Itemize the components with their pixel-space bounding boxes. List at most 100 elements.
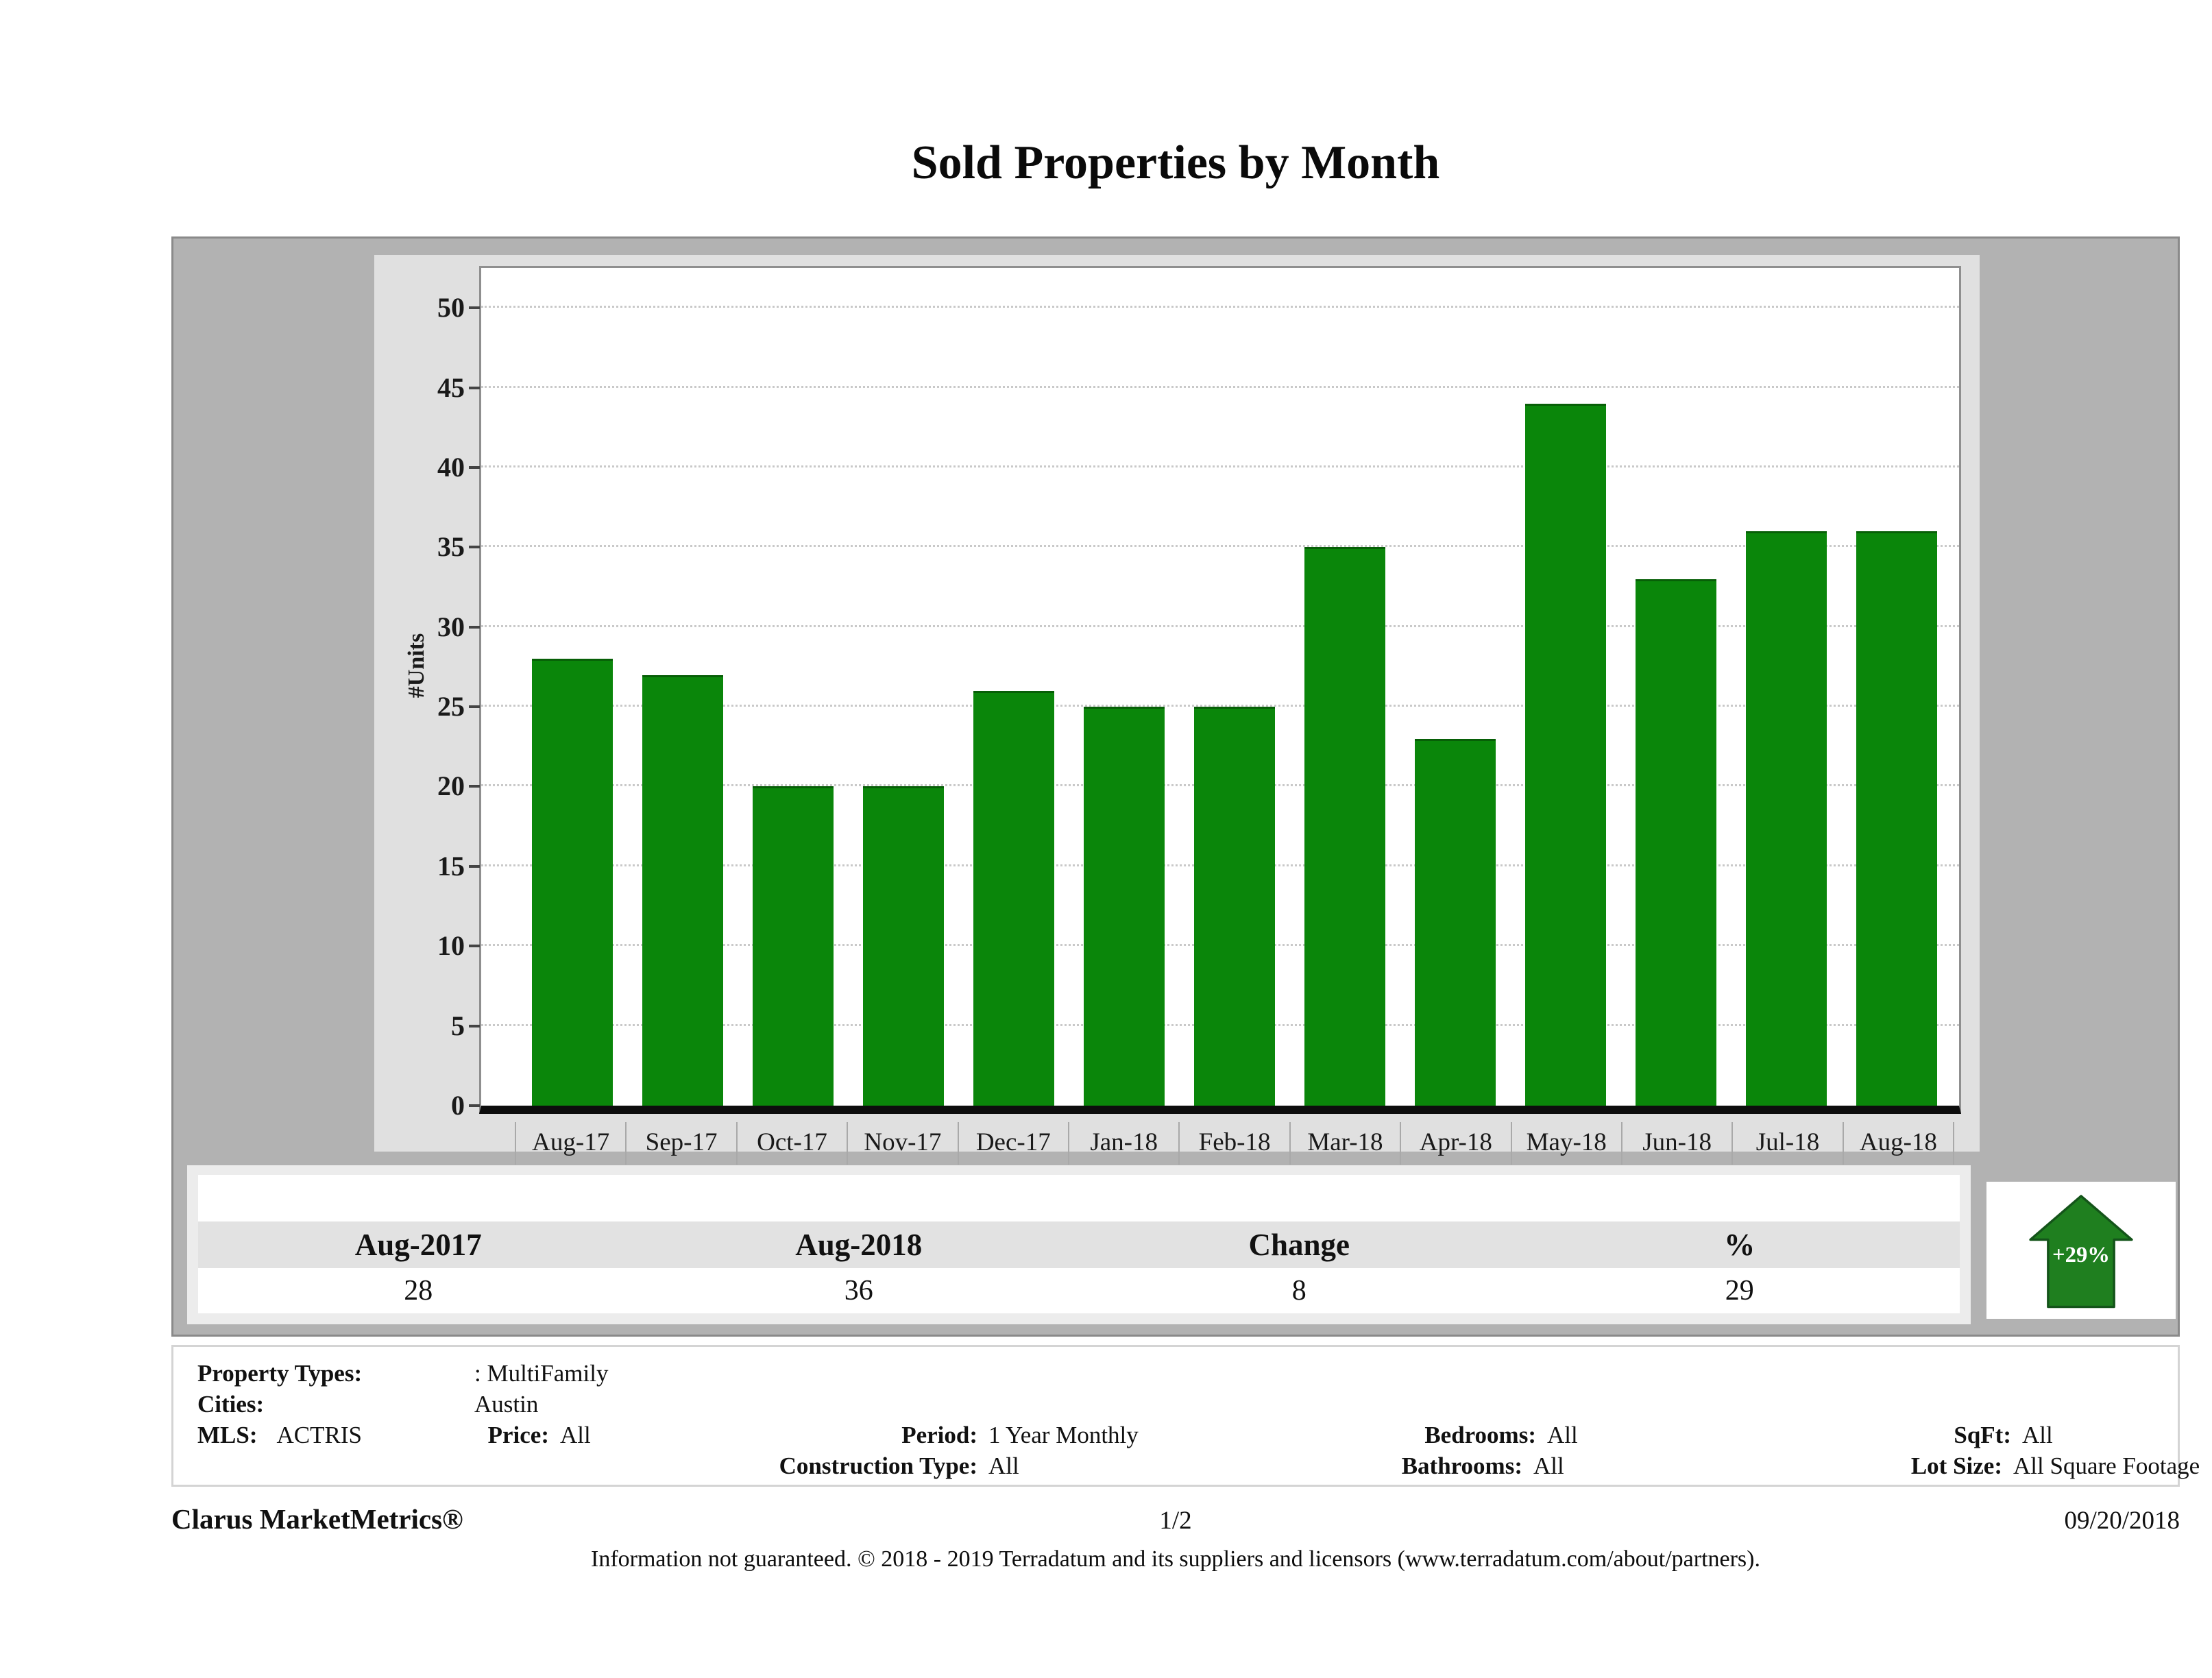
filters-box: Property Types: : MultiFamily Cities: Au…: [171, 1345, 2200, 1487]
gridline: [481, 306, 1959, 308]
gridline: [481, 465, 1959, 467]
bar-jun-18: [1636, 579, 1717, 1106]
y-tick-label: 5: [451, 1010, 465, 1041]
x-tick-label: Feb-18: [1178, 1122, 1289, 1165]
filter-period: Period: 1 Year Monthly: [901, 1422, 1139, 1448]
bars: [481, 268, 1959, 1106]
y-tick-mark: [469, 1024, 480, 1028]
y-tick-label: 20: [437, 770, 465, 802]
y-tick-mark: [469, 945, 480, 948]
change-badge: +29%: [1986, 1182, 2176, 1319]
x-tick-label: Aug-18: [1842, 1122, 1955, 1165]
bar-aug-17: [531, 659, 613, 1106]
summary-header-row: Aug-2017 Aug-2018 Change %: [198, 1221, 1960, 1268]
x-tick-label: Aug-17: [515, 1122, 625, 1165]
bar-dec-17: [973, 690, 1054, 1106]
bar-slot: [627, 268, 738, 1106]
bar-jan-18: [1083, 707, 1165, 1106]
bar-may-18: [1525, 403, 1607, 1106]
summary-col-header: Aug-2017: [354, 1228, 482, 1262]
filter-lot-size: Lot Size: All Square Footage: [1910, 1452, 2200, 1479]
filter-construction-type: Construction Type: All: [779, 1452, 1019, 1479]
summary-blank-row: [198, 1175, 1960, 1221]
y-tick-mark: [469, 625, 480, 629]
summary-value-row: 28 36 8 29: [198, 1268, 1960, 1313]
bar-sep-17: [642, 674, 723, 1106]
x-tick-label: Jul-18: [1731, 1122, 1842, 1165]
y-tick-label: 40: [437, 451, 465, 483]
bar-slot: [1842, 268, 1952, 1106]
bar-slot: [738, 268, 848, 1106]
bar-slot: [517, 268, 627, 1106]
y-tick-label: 10: [437, 930, 465, 962]
x-tick-label: Oct-17: [736, 1122, 847, 1165]
filter-mls: MLS: ACTRIS: [197, 1422, 362, 1448]
y-tick-mark: [469, 306, 480, 310]
x-tick-label: Jan-18: [1067, 1122, 1178, 1165]
filter-cities: Cities: Austin: [197, 1391, 539, 1418]
bar-nov-17: [862, 786, 944, 1106]
filter-bedrooms: Bedrooms: All: [1424, 1422, 1578, 1448]
chart-card: #Units Aug-17 Sep-17 Oct-17 Nov-17 Dec-17 Jan…: [171, 236, 2180, 1337]
filter-property-types: Property Types: : MultiFamily: [197, 1360, 609, 1387]
bar-slot: [1400, 268, 1511, 1106]
summary-col-header: Aug-2018: [795, 1228, 923, 1262]
filter-price: Price: All: [487, 1422, 591, 1448]
y-tick-mark: [469, 785, 480, 788]
bar-slot: [958, 268, 1069, 1106]
x-axis-labels: Aug-17 Sep-17 Oct-17 Nov-17 Dec-17 Jan-18 Feb-…: [479, 1122, 1961, 1165]
x-tick-label: Jun-18: [1620, 1122, 1731, 1165]
y-tick-label: 25: [437, 691, 465, 722]
filter-sqft: SqFt: All: [1954, 1422, 2053, 1448]
gridline: [481, 705, 1959, 707]
x-tick-label: Dec-17: [957, 1122, 1068, 1165]
x-tick-label: Sep-17: [625, 1122, 736, 1165]
change-badge-label: +29%: [2052, 1243, 2110, 1267]
y-tick-mark: [469, 386, 480, 389]
gridline: [481, 545, 1959, 548]
disclaimer-text: Information not guaranteed. © 2018 - 201…: [591, 1546, 1760, 1572]
x-tick-label: Mar-18: [1289, 1122, 1400, 1165]
bar-slot: [1069, 268, 1179, 1106]
bar-slot: [1621, 268, 1731, 1106]
bar-slot: [848, 268, 958, 1106]
report-date: 09/20/2018: [2064, 1507, 2180, 1535]
y-tick-mark: [469, 864, 480, 868]
filter-bathrooms: Bathrooms: All: [1401, 1452, 1564, 1479]
bar-aug-18: [1856, 531, 1938, 1106]
y-tick-label: 45: [437, 372, 465, 403]
gridline: [481, 385, 1959, 388]
bar-slot: [1731, 268, 1842, 1106]
bar-mar-18: [1304, 547, 1386, 1106]
up-arrow-icon: +29%: [2029, 1195, 2133, 1309]
page-number: 1/2: [1159, 1507, 1192, 1535]
bar-slot: [1179, 268, 1289, 1106]
footer: Clarus MarketMetrics® 1/2 09/20/2018: [171, 1503, 2180, 1535]
y-tick-mark: [469, 705, 480, 709]
bar-slot: [1290, 268, 1400, 1106]
summary-value: 36: [844, 1275, 873, 1306]
x-tick-label: Apr-18: [1400, 1122, 1510, 1165]
chart-panel: #Units Aug-17 Sep-17 Oct-17 Nov-17 Dec-17 Jan…: [374, 255, 1980, 1165]
summary-value: 28: [404, 1275, 433, 1306]
bar-slot: [1511, 268, 1621, 1106]
page-title: Sold Properties by Month: [911, 136, 1440, 189]
bar-apr-18: [1415, 738, 1496, 1106]
summary-col-header: %: [1724, 1228, 1755, 1262]
y-tick-mark: [469, 546, 480, 549]
summary-table: Aug-2017 Aug-2018 Change % 28 36 8 29: [187, 1165, 1971, 1324]
bar-jul-18: [1746, 531, 1827, 1106]
gridline: [481, 624, 1959, 627]
y-tick-label: 15: [437, 850, 465, 881]
summary-value: 8: [1291, 1275, 1306, 1306]
y-tick-mark: [469, 465, 480, 469]
y-tick-mark: [469, 1104, 480, 1107]
bar-oct-17: [752, 786, 834, 1106]
y-tick-label: 0: [451, 1090, 465, 1121]
x-tick-label: May-18: [1510, 1122, 1621, 1165]
y-tick-label: 30: [437, 611, 465, 642]
y-tick-label: 35: [437, 531, 465, 563]
plot-area: [479, 266, 1961, 1114]
bar-feb-18: [1194, 707, 1275, 1106]
